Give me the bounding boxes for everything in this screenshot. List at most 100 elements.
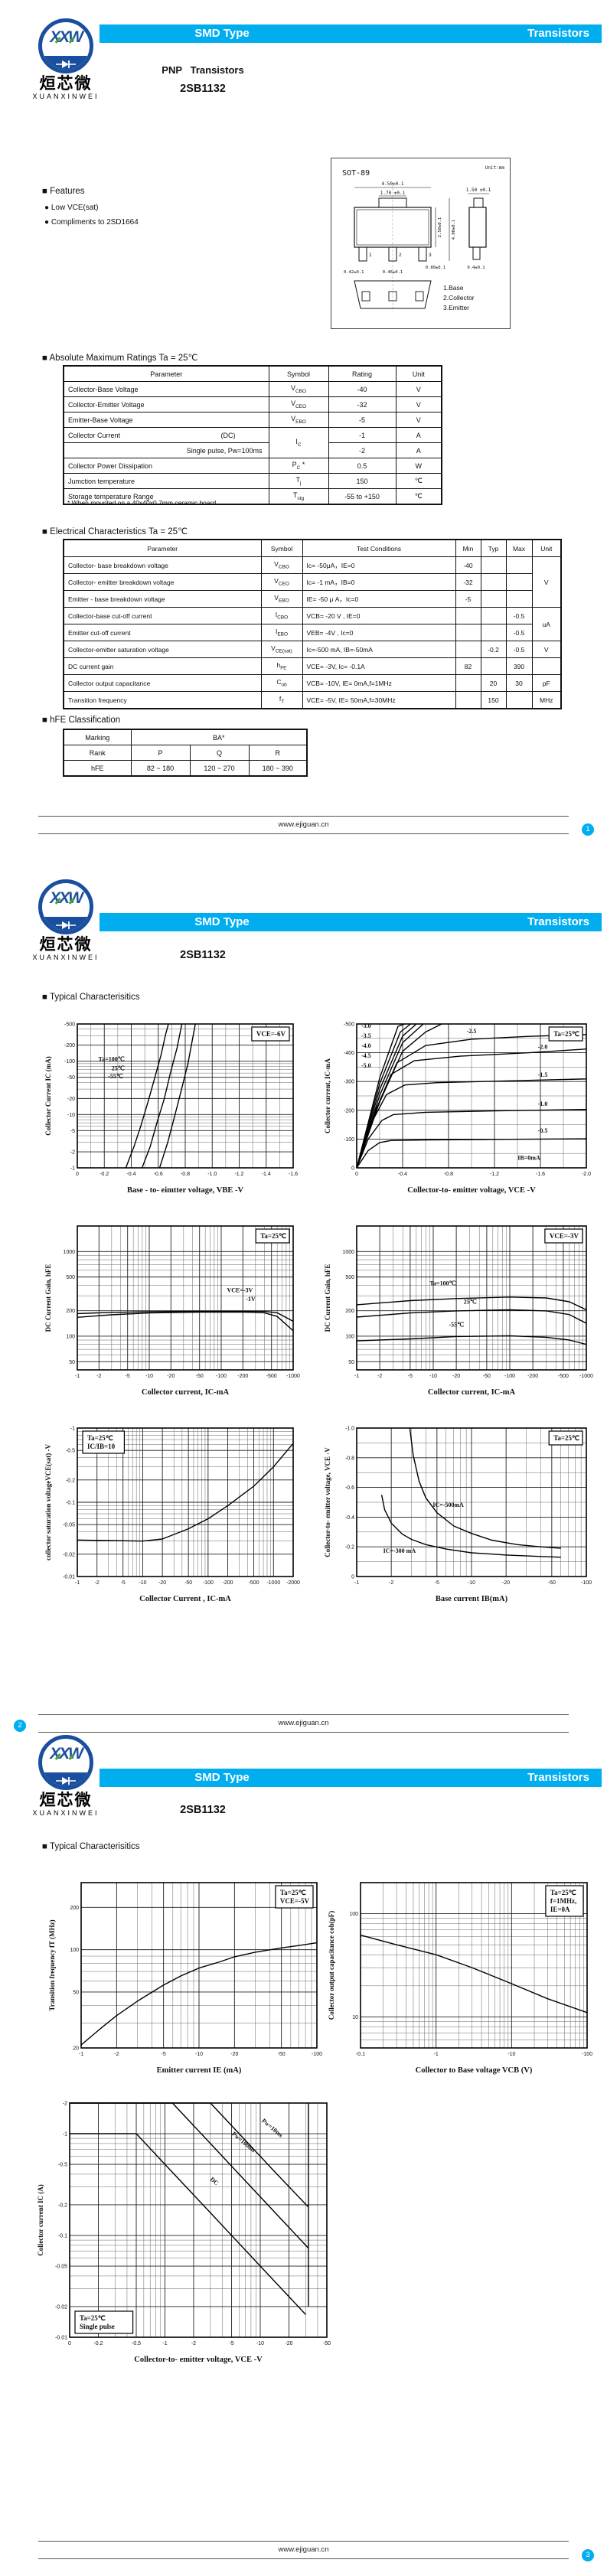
svg-text:-1.5: -1.5 bbox=[538, 1071, 548, 1078]
svg-text:Single pulse: Single pulse bbox=[80, 2323, 115, 2330]
svg-text:-10: -10 bbox=[195, 2052, 203, 2057]
svg-text:-10: -10 bbox=[429, 1374, 437, 1379]
header-band-right: Transistors bbox=[527, 915, 589, 928]
svg-text:IE=0A: IE=0A bbox=[550, 1906, 570, 1913]
svg-text:1000: 1000 bbox=[63, 1250, 75, 1255]
svg-text:-0.2: -0.2 bbox=[66, 1478, 75, 1483]
svg-text:-2: -2 bbox=[377, 1374, 382, 1379]
svg-text:Ta=25℃: Ta=25℃ bbox=[87, 1434, 113, 1442]
svg-text:3: 3 bbox=[429, 253, 432, 258]
svg-text:-50: -50 bbox=[548, 1580, 556, 1586]
svg-text:Pw=10ms: Pw=10ms bbox=[260, 2118, 284, 2139]
typical-characteristics-title: Typical Characterisitics bbox=[42, 993, 140, 1002]
svg-text:-1: -1 bbox=[354, 1580, 359, 1586]
svg-text:Collector to Base voltage VCB: Collector to Base voltage VCB (V) bbox=[416, 2066, 533, 2075]
svg-text:Collector Current IC (mA): Collector Current IC (mA) bbox=[44, 1056, 52, 1135]
svg-text:-500: -500 bbox=[249, 1580, 259, 1586]
chart-hfe-vs-ic-25c: -1 -2 -5 -10 -20 -50 -100 -200 -500 -1000 50 100 200… bbox=[42, 1220, 301, 1397]
svg-text:-200: -200 bbox=[527, 1374, 538, 1379]
abs-max-title: Absolute Maximum Ratings Ta = 25℃ bbox=[42, 352, 198, 363]
svg-text:3.Emitter: 3.Emitter bbox=[443, 304, 469, 311]
chart-ic-vs-vbe: 0 -0.2 -0.4 -0.6 -0.8 -1.0 -1.2 -1.4 -1.6 -1 -2 -5 -… bbox=[42, 1018, 301, 1195]
svg-text:IC=-500mA: IC=-500mA bbox=[432, 1502, 464, 1508]
svg-text:Ta=100℃: Ta=100℃ bbox=[99, 1056, 125, 1063]
svg-text:2.50±0.1: 2.50±0.1 bbox=[438, 217, 442, 238]
brand-logo-mark-icon: XXW bbox=[38, 1735, 93, 1790]
svg-text:-1: -1 bbox=[162, 2341, 167, 2346]
svg-text:-20: -20 bbox=[230, 2052, 238, 2057]
svg-text:Ta=25℃: Ta=25℃ bbox=[553, 1030, 579, 1038]
svg-text:Collector Current , IC-mA: Collector Current , IC-mA bbox=[139, 1595, 231, 1603]
svg-text:-0.1: -0.1 bbox=[356, 2052, 365, 2057]
svg-text:-0.6: -0.6 bbox=[154, 1172, 163, 1177]
svg-text:-400: -400 bbox=[344, 1051, 354, 1056]
svg-text:4.00±0.1: 4.00±0.1 bbox=[452, 220, 456, 240]
svg-text:-55℃: -55℃ bbox=[108, 1073, 123, 1080]
svg-text:-0.02: -0.02 bbox=[63, 1552, 75, 1557]
chart-hfe-vs-ic-temp: -1 -2 -5 -10 -20 -50 -100 -200 -500 -1000 50 100 200… bbox=[321, 1220, 594, 1397]
svg-text:1000: 1000 bbox=[342, 1250, 354, 1255]
elec-title: Electrical Characteristics Ta = 25℃ bbox=[42, 526, 188, 536]
svg-text:-1.0: -1.0 bbox=[207, 1172, 217, 1177]
svg-text:1: 1 bbox=[369, 253, 372, 258]
svg-text:-0.2: -0.2 bbox=[100, 1172, 109, 1177]
svg-text:20: 20 bbox=[73, 2046, 79, 2052]
chart-cob-vs-vcb: -0.1 -1 -10 -100 10 100 Ta=25℃ f=1MHz, IE=0A Coll… bbox=[325, 1877, 595, 2075]
svg-text:IC=-300 mA: IC=-300 mA bbox=[383, 1547, 416, 1554]
logo-monogram: XXW bbox=[50, 889, 83, 907]
svg-text:-1: -1 bbox=[79, 2052, 83, 2057]
svg-text:0: 0 bbox=[355, 1172, 358, 1177]
chart-safe-operating-area: 0 -0.2 -0.5 -1 -2 -5 -10 -20 -50 -0.01 -0.02 -0.05 -… bbox=[34, 2097, 335, 2365]
brand-name-english: XUANXINWEI bbox=[32, 93, 100, 101]
svg-text:-5: -5 bbox=[126, 1374, 130, 1379]
svg-text:-0.02: -0.02 bbox=[55, 2304, 67, 2310]
svg-text:-10: -10 bbox=[145, 1374, 153, 1379]
brand-name-chinese: 烜芯微 bbox=[39, 1792, 93, 1809]
svg-text:collector saturation voltageVC: collector saturation voltageVCE(sat) -V bbox=[44, 1443, 52, 1560]
svg-text:VCE=-3V: VCE=-3V bbox=[227, 1287, 253, 1294]
logo-monogram: XXW bbox=[50, 28, 83, 46]
svg-text:-200: -200 bbox=[64, 1043, 75, 1048]
svg-text:Ta=25℃: Ta=25℃ bbox=[280, 1889, 306, 1896]
footer-url: www.ejiguan.cn bbox=[278, 820, 329, 829]
svg-text:-2: -2 bbox=[114, 2052, 119, 2057]
svg-text:10: 10 bbox=[352, 2015, 358, 2020]
brand-logo: XXW 烜芯微 XUANXINWEI bbox=[23, 879, 109, 961]
chart-output-characteristics: 0 -0.4 -0.8 -1.2 -1.6 -2.0 0 -100 -200 -300 -400 -5… bbox=[321, 1018, 594, 1195]
svg-text:-5.0: -5.0 bbox=[361, 1062, 371, 1069]
svg-text:-3.5: -3.5 bbox=[361, 1032, 371, 1039]
header-band: SMD Type Transistors bbox=[100, 1769, 602, 1787]
svg-text:Ta=25℃: Ta=25℃ bbox=[260, 1232, 286, 1240]
part-number: 2SB1132 bbox=[180, 949, 226, 961]
svg-text:Ta=25℃: Ta=25℃ bbox=[550, 1889, 576, 1896]
svg-text:-2: -2 bbox=[63, 2102, 67, 2107]
svg-text:-1.6: -1.6 bbox=[536, 1172, 545, 1177]
svg-text:Emitter current IE (mA): Emitter current IE (mA) bbox=[157, 2066, 242, 2075]
svg-text:100: 100 bbox=[66, 1334, 75, 1339]
svg-text:-0.8: -0.8 bbox=[345, 1456, 354, 1461]
svg-text:Ta=25℃: Ta=25℃ bbox=[553, 1434, 579, 1442]
feature-item: Low VCE(sat) bbox=[44, 204, 99, 212]
svg-text:-50: -50 bbox=[323, 2341, 331, 2346]
svg-text:500: 500 bbox=[66, 1275, 75, 1280]
svg-text:2: 2 bbox=[399, 253, 402, 258]
svg-text:-0.5: -0.5 bbox=[132, 2341, 141, 2346]
diode-icon bbox=[42, 917, 90, 931]
svg-text:-50: -50 bbox=[196, 1374, 204, 1379]
svg-text:200: 200 bbox=[345, 1309, 354, 1314]
svg-text:-500: -500 bbox=[266, 1374, 277, 1379]
svg-text:-1: -1 bbox=[75, 1580, 80, 1586]
svg-text:1.50 ±0.1: 1.50 ±0.1 bbox=[466, 187, 491, 193]
svg-text:-0.8: -0.8 bbox=[181, 1172, 190, 1177]
svg-text:-0.2: -0.2 bbox=[93, 2341, 103, 2346]
svg-text:-5: -5 bbox=[70, 1129, 75, 1134]
svg-text:Collector current IC (A): Collector current IC (A) bbox=[37, 2184, 44, 2255]
svg-text:-0.5: -0.5 bbox=[538, 1127, 548, 1134]
svg-text:-50: -50 bbox=[278, 2052, 286, 2057]
footer-url: www.ejiguan.cn bbox=[278, 2545, 329, 2554]
svg-text:Unit:mm: Unit:mm bbox=[485, 165, 505, 171]
svg-text:Collector-to- emitter voltage,: Collector-to- emitter voltage, VCE -V bbox=[134, 2356, 263, 2364]
brand-name-chinese: 烜芯微 bbox=[39, 936, 93, 954]
